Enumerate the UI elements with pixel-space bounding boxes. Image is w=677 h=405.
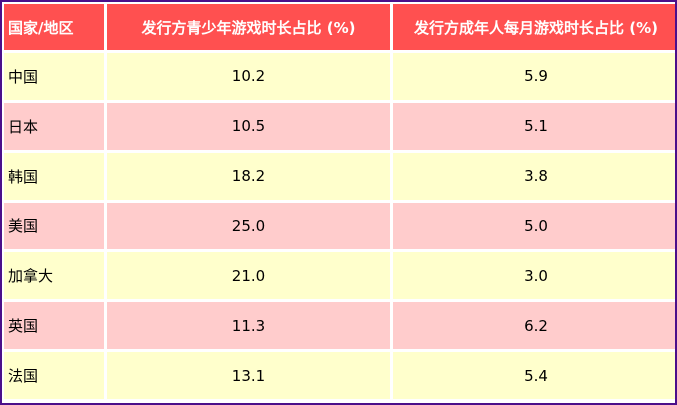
- table-row: 法国 13.1 5.4: [4, 352, 675, 399]
- table-row: 日本 10.5 5.1: [4, 102, 675, 150]
- cell-region: 英国: [4, 302, 104, 350]
- header-region: 国家/地区: [4, 4, 104, 50]
- cell-youth: 21.0: [107, 252, 390, 300]
- cell-youth: 18.2: [107, 152, 390, 200]
- cell-youth: 25.0: [107, 202, 390, 250]
- cell-adult: 6.2: [393, 302, 675, 350]
- cell-adult: 5.9: [393, 53, 675, 100]
- cell-adult: 5.1: [393, 102, 675, 150]
- table-row: 加拿大 21.0 3.0: [4, 252, 675, 300]
- cell-adult: 3.0: [393, 252, 675, 300]
- cell-region: 法国: [4, 352, 104, 399]
- cell-region: 中国: [4, 53, 104, 100]
- cell-youth: 10.5: [107, 102, 390, 150]
- cell-region: 日本: [4, 102, 104, 150]
- table-row: 中国 10.2 5.9: [4, 53, 675, 100]
- cell-youth: 10.2: [107, 53, 390, 100]
- cell-region: 美国: [4, 202, 104, 250]
- table-row: 韩国 18.2 3.8: [4, 152, 675, 200]
- cell-region: 加拿大: [4, 252, 104, 300]
- cell-youth: 11.3: [107, 302, 390, 350]
- header-row: 国家/地区 发行方青少年游戏时长占比 (%) 发行方成年人每月游戏时长占比 (%…: [4, 4, 675, 50]
- table-row: 美国 25.0 5.0: [4, 202, 675, 250]
- cell-youth: 13.1: [107, 352, 390, 399]
- cell-region: 韩国: [4, 152, 104, 200]
- header-adult-share: 发行方成年人每月游戏时长占比 (%): [393, 4, 675, 50]
- cell-adult: 3.8: [393, 152, 675, 200]
- cell-adult: 5.4: [393, 352, 675, 399]
- cell-adult: 5.0: [393, 202, 675, 250]
- header-youth-share: 发行方青少年游戏时长占比 (%): [107, 4, 390, 50]
- table-row: 英国 11.3 6.2: [4, 302, 675, 350]
